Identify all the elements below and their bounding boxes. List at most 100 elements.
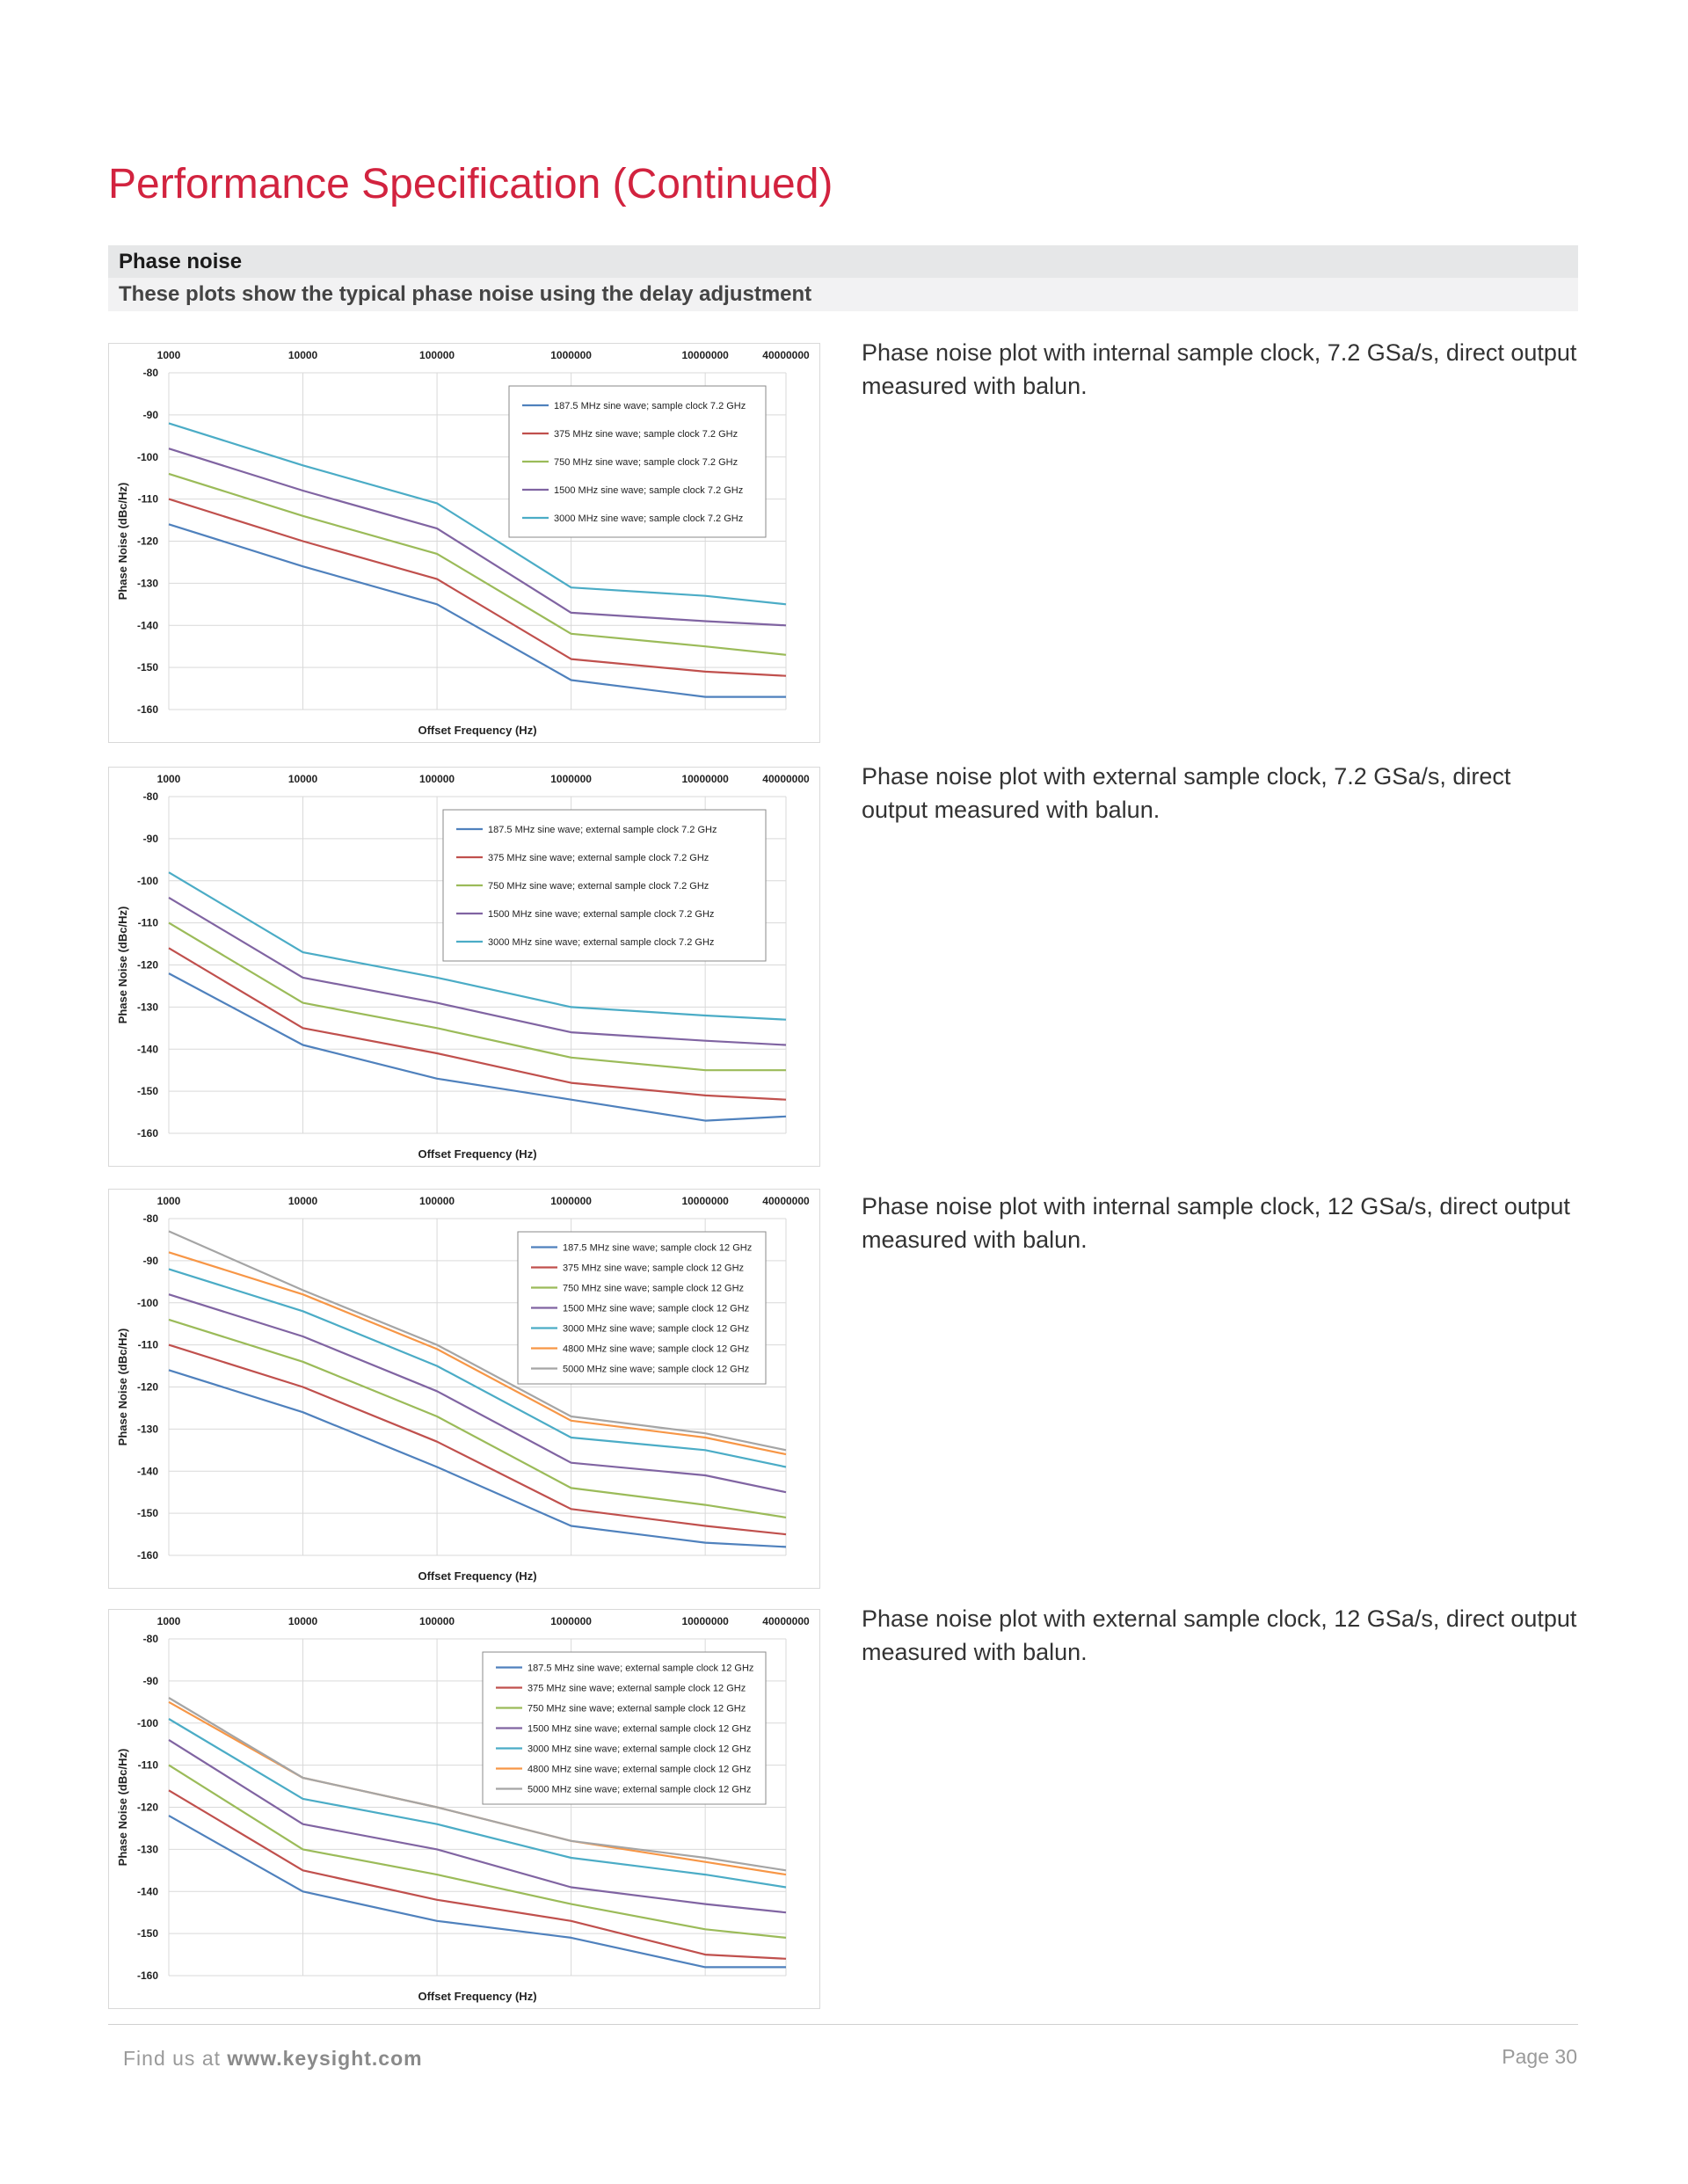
y-axis-label: Phase Noise (dBc/Hz) xyxy=(116,906,129,1024)
y-tick-label: -130 xyxy=(137,1423,158,1435)
y-tick-label: -150 xyxy=(137,1085,158,1097)
footer-url[interactable]: www.keysight.com xyxy=(227,2047,423,2070)
x-tick-label: 40000000 xyxy=(762,1195,810,1207)
x-tick-label: 100000 xyxy=(419,1195,455,1207)
chart-4: -80 -90 -100 -110 -120 -130 -140 -150 -160 1000 10… xyxy=(108,1609,820,2009)
y-tick-label: -100 xyxy=(137,875,158,887)
x-tick-label: 1000 xyxy=(157,1195,181,1207)
y-tick-label: -110 xyxy=(138,1339,159,1351)
y-tick-label: -100 xyxy=(137,1297,158,1309)
series-line-1 xyxy=(168,972,787,1122)
series-line-2 xyxy=(168,498,787,677)
x-tick-label: 40000000 xyxy=(762,773,810,785)
x-tick-label: 10000 xyxy=(288,1195,318,1207)
series-line-5 xyxy=(168,422,787,606)
x-tick-label: 10000 xyxy=(288,773,318,785)
x-tick-label: 10000000 xyxy=(681,349,729,361)
y-tick-label: -140 xyxy=(137,1885,158,1897)
chart-1: -80 -90 -100 -110 -120 -130 -140 -150 -160 1000 10… xyxy=(108,343,820,743)
y-tick-label: -140 xyxy=(137,619,158,631)
y-tick-label: -80 xyxy=(143,367,159,379)
caption-4: Phase noise plot with external sample cl… xyxy=(862,1605,1577,1665)
y-tick-label: -120 xyxy=(137,1381,158,1394)
series-line-3 xyxy=(168,921,786,1072)
x-tick-label: 100000 xyxy=(419,349,455,361)
legend-entry: 750 MHz sine wave; sample clock 7.2 GHz xyxy=(554,457,738,468)
chart-2: -80 -90 -100 -110 -120 -130 -140 -150 -160 1000 10… xyxy=(108,767,820,1167)
chart-1-svg: -80 -90 -100 -110 -120 -130 -140 -150 -160 1000 10… xyxy=(116,349,810,737)
y-tick-label: -90 xyxy=(143,1675,159,1687)
series-line-1 xyxy=(168,1369,787,1548)
y-tick-label: -160 xyxy=(137,1127,158,1139)
x-tick-label: 10000000 xyxy=(681,1615,729,1627)
y-tick-label: -120 xyxy=(137,1802,158,1814)
y-tick-label: -150 xyxy=(137,1927,158,1940)
y-tick-label: -140 xyxy=(137,1043,158,1055)
legend-entry: 3000 MHz sine wave; external sample cloc… xyxy=(488,937,714,948)
x-tick-label: 1000000 xyxy=(550,773,592,785)
legend-entry: 187.5 MHz sine wave; sample clock 7.2 GH… xyxy=(554,401,746,411)
y-tick-label: -120 xyxy=(137,959,158,972)
legend-entry: 3000 MHz sine wave; sample clock 7.2 GHz xyxy=(554,513,743,524)
y-tick-label: -90 xyxy=(143,833,159,845)
y-tick-label: -150 xyxy=(137,661,158,673)
y-axis-label: Phase Noise (dBc/Hz) xyxy=(116,483,129,601)
y-tick-label: -160 xyxy=(137,1969,158,1982)
x-tick-label: 1000 xyxy=(157,349,181,361)
footer-divider xyxy=(108,2024,1578,2025)
legend-entry: 3000 MHz sine wave; external sample cloc… xyxy=(528,1744,751,1755)
series-line-5 xyxy=(168,871,787,1021)
series-line-4 xyxy=(168,1738,787,1914)
y-tick-label: -160 xyxy=(137,703,158,716)
series-line-2 xyxy=(168,1789,787,1960)
y-tick-label: -130 xyxy=(137,1001,158,1013)
x-tick-label: 10000000 xyxy=(681,773,729,785)
legend-entry: 375 MHz sine wave; external sample clock… xyxy=(528,1684,746,1694)
y-tick-label: -90 xyxy=(143,409,159,421)
series-line-1 xyxy=(168,523,786,698)
x-tick-label: 100000 xyxy=(419,773,455,785)
x-axis-label: Offset Frequency (Hz) xyxy=(418,724,536,737)
y-tick-label: -100 xyxy=(137,1717,158,1729)
x-axis-label: Offset Frequency (Hz) xyxy=(418,1147,536,1161)
x-tick-label: 10000000 xyxy=(681,1195,729,1207)
legend-entry: 750 MHz sine wave; external sample clock… xyxy=(488,881,709,892)
series-line-3 xyxy=(168,472,787,656)
y-tick-label: -110 xyxy=(138,1759,159,1772)
y-tick-label: -110 xyxy=(138,493,159,506)
x-tick-label: 1000000 xyxy=(550,1195,592,1207)
y-tick-label: -80 xyxy=(143,790,159,803)
section-header: Phase noise These plots show the typical… xyxy=(108,245,1578,311)
legend-box xyxy=(517,1231,767,1385)
legend-box xyxy=(442,809,767,962)
legend-box xyxy=(482,1651,767,1805)
legend-entry: 375 MHz sine wave; external sample clock… xyxy=(488,853,709,863)
x-tick-label: 40000000 xyxy=(762,1615,810,1627)
y-tick-label: -130 xyxy=(137,577,158,589)
y-tick-label: -130 xyxy=(137,1843,158,1855)
series-line-2 xyxy=(168,947,787,1101)
legend-entry: 750 MHz sine wave; external sample clock… xyxy=(528,1704,746,1714)
y-axis-label: Phase Noise (dBc/Hz) xyxy=(116,1749,129,1867)
legend-entry: 1500 MHz sine wave; sample clock 7.2 GHz xyxy=(554,485,743,496)
legend-entry: 750 MHz sine wave; sample clock 12 GHz xyxy=(563,1284,744,1294)
y-tick-label: -120 xyxy=(137,535,158,548)
series-line-7 xyxy=(168,1697,787,1872)
y-tick-label: -80 xyxy=(143,1633,159,1645)
y-axis-label: Phase Noise (dBc/Hz) xyxy=(116,1329,129,1446)
legend-entry: 1500 MHz sine wave; external sample cloc… xyxy=(528,1724,751,1735)
section-title: Phase noise xyxy=(108,245,1578,278)
series-line-3 xyxy=(168,1318,787,1518)
caption-2: Phase noise plot with external sample cl… xyxy=(862,763,1511,823)
series-line-5 xyxy=(168,1718,787,1889)
series-line-7 xyxy=(168,1230,787,1452)
y-tick-label: -150 xyxy=(137,1507,158,1519)
x-axis-label: Offset Frequency (Hz) xyxy=(418,1569,536,1583)
legend-entry: 375 MHz sine wave; sample clock 12 GHz xyxy=(563,1263,744,1274)
legend-entry: 187.5 MHz sine wave; external sample clo… xyxy=(488,825,717,835)
legend-box xyxy=(508,385,767,538)
series-line-1 xyxy=(168,1815,786,1969)
y-tick-label: -160 xyxy=(137,1549,158,1562)
y-tick-label: -100 xyxy=(137,451,158,463)
series-line-6 xyxy=(168,1251,787,1456)
